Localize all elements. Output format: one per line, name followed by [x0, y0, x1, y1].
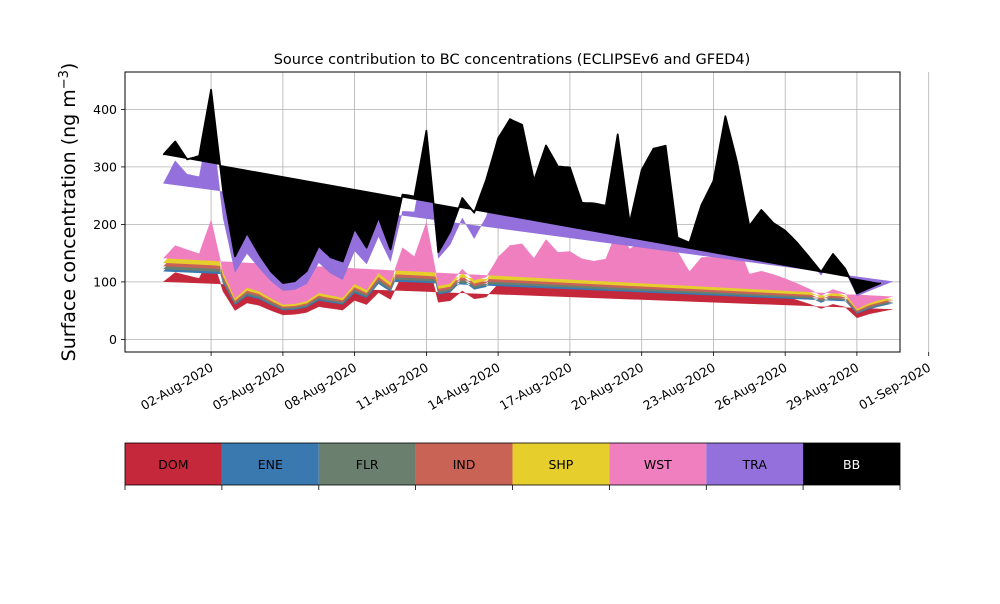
y-axis-label-close: ): [58, 63, 80, 70]
legend-swatch-dom: [125, 443, 222, 485]
legend-swatch-wst: [609, 443, 707, 485]
legend-label-wst: WST: [644, 457, 672, 472]
x-tick-label: 29-Aug-2020: [784, 360, 862, 413]
chart-title: Source contribution to BC concentrations…: [274, 52, 751, 68]
x-tick-label: 02-Aug-2020: [138, 360, 216, 413]
area-bb: [162, 88, 882, 295]
y-tick-label: 400: [93, 102, 117, 117]
y-tick-label: 200: [93, 217, 117, 232]
x-tick-label: 23-Aug-2020: [640, 360, 718, 413]
y-tick-label: 100: [93, 274, 117, 289]
x-tick-label: 08-Aug-2020: [282, 360, 360, 413]
legend-label-ind: IND: [453, 457, 476, 472]
y-axis-label: Surface concentration (ng m−3): [57, 63, 80, 362]
legend-label-dom: DOM: [158, 457, 188, 472]
x-tick-label: 11-Aug-2020: [353, 360, 431, 413]
x-tick-label: 05-Aug-2020: [210, 360, 288, 413]
legend-label-tra: TRA: [742, 457, 768, 472]
y-axis-label-exponent: −3: [57, 70, 72, 89]
legend-label-bb: BB: [843, 457, 860, 472]
x-tick-label: 14-Aug-2020: [425, 360, 503, 413]
legend-label-flr: FLR: [356, 457, 379, 472]
legend-label-shp: SHP: [548, 457, 573, 472]
legend-swatch-shp: [512, 443, 610, 485]
x-tick-label: 20-Aug-2020: [569, 360, 647, 413]
legend-swatch-ind: [415, 443, 513, 485]
area-layer: [162, 88, 893, 319]
y-tick-label: 0: [109, 332, 117, 347]
y-axis-label-text: Surface concentration (ng m: [58, 89, 80, 361]
legend-swatch-flr: [318, 443, 416, 485]
legend-frame: [124, 442, 901, 486]
x-tick-label: 17-Aug-2020: [497, 360, 575, 413]
plot-frame: [124, 71, 901, 353]
area-wst: [163, 217, 893, 309]
x-tick-label: 01-Sep-2020: [856, 360, 933, 413]
y-tick-label: 300: [93, 159, 117, 174]
legend-swatch-bb: [803, 443, 900, 485]
legend-label-ene: ENE: [258, 457, 283, 472]
x-tick-label: 26-Aug-2020: [712, 360, 790, 413]
legend-swatch-ene: [221, 443, 319, 485]
legend: DOM ENE FLR IND SHP WST TRA BB: [124, 442, 901, 490]
legend-swatch-tra: [706, 443, 804, 485]
